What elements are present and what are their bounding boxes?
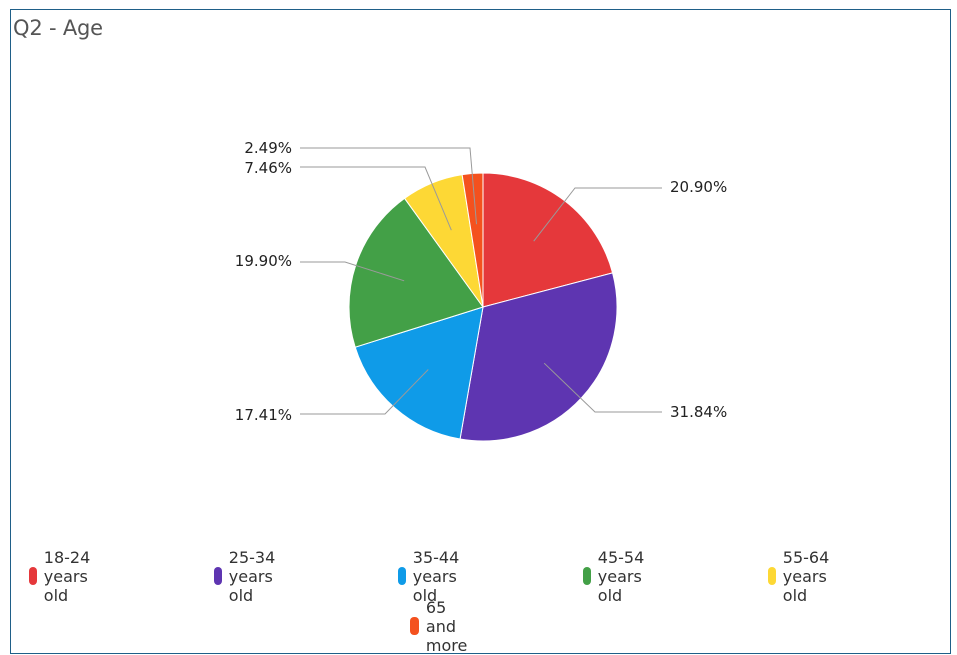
legend-label: 55-64 years old — [782, 547, 830, 605]
slice-label-1: 20.90% — [670, 178, 727, 196]
leader-lines — [300, 147, 662, 415]
legend-item-4[interactable]: 45-54 years old — [583, 548, 652, 605]
leader-line-5 — [300, 166, 452, 231]
leader-line-3 — [300, 369, 429, 415]
legend-label: 45-54 years old — [597, 547, 645, 605]
legend-swatch — [29, 567, 37, 585]
slice-labels: 20.90% 31.84% 17.41% 19.90% 7.46% 2.49% — [235, 139, 727, 424]
legend-swatch — [410, 617, 419, 635]
slice-label-2: 31.84% — [670, 403, 727, 421]
legend-item-5[interactable]: 55-64 years old — [768, 548, 837, 605]
slice-label-4: 19.90% — [235, 252, 292, 270]
slice-label-5: 7.46% — [244, 159, 292, 177]
legend-label: 18-24 years old — [43, 547, 91, 605]
legend-label: 25-34 years old — [228, 547, 276, 605]
chart-title: Q2 - Age — [13, 16, 103, 40]
slice-label-6: 2.49% — [244, 139, 292, 157]
legend-swatch — [768, 567, 776, 585]
legend-label: 65 and more — [425, 597, 468, 655]
slice-label-3: 17.41% — [235, 406, 292, 424]
legend-label: 35-44 years old — [412, 547, 460, 605]
legend-swatch — [583, 567, 591, 585]
pie-slice-4[interactable] — [348, 197, 484, 348]
pie-slice-3[interactable] — [354, 306, 484, 440]
legend-item-2[interactable]: 25-34 years old — [214, 548, 283, 605]
pie-slices — [348, 172, 618, 442]
legend-item-1[interactable]: 18-24 years old — [29, 548, 98, 605]
leader-line-2 — [543, 362, 662, 413]
leader-line-4 — [300, 261, 405, 282]
legend-item-6[interactable]: 65 and more — [410, 598, 476, 655]
legend-item-3[interactable]: 35-44 years old — [398, 548, 467, 605]
legend-swatch — [398, 567, 406, 585]
leader-line-1 — [533, 187, 662, 242]
legend-swatch — [214, 567, 222, 585]
pie-slice-2[interactable] — [459, 272, 618, 442]
leader-line-6 — [300, 147, 478, 225]
